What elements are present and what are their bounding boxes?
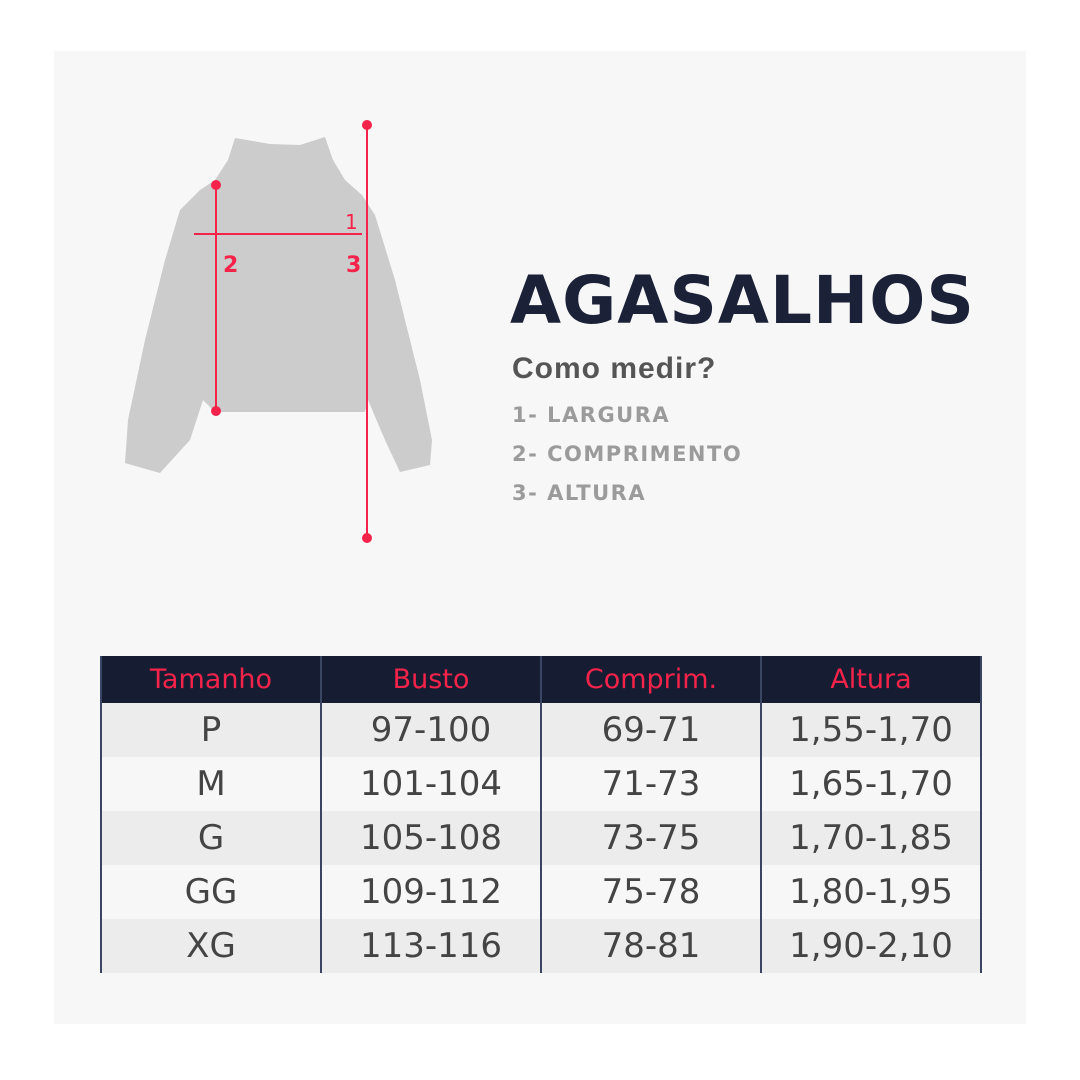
cell: 71-73: [540, 757, 762, 811]
cell: P: [100, 703, 322, 757]
table-row: G 105-108 73-75 1,70-1,85: [100, 811, 982, 865]
cell: 105-108: [320, 811, 542, 865]
height-measure-line: [362, 120, 372, 543]
measure-length: 2- COMPRIMENTO: [512, 442, 743, 466]
cell: 1,90-2,10: [760, 919, 982, 973]
header-height: Altura: [760, 656, 982, 703]
label-1: 1: [345, 210, 358, 234]
subtitle: Como medir?: [512, 352, 717, 385]
size-table: Tamanho Busto Comprim. Altura P 97-100 69-…: [100, 656, 982, 973]
cell: 78-81: [540, 919, 762, 973]
cell: 75-78: [540, 865, 762, 919]
page-title: AGASALHOS: [510, 262, 975, 339]
cell: 1,70-1,85: [760, 811, 982, 865]
cell: GG: [100, 865, 322, 919]
hoodie-silhouette: [125, 137, 432, 473]
cell: M: [100, 757, 322, 811]
cell: 97-100: [320, 703, 542, 757]
header-length: Comprim.: [540, 656, 762, 703]
label-3: 3: [346, 253, 361, 278]
cell: 1,55-1,70: [760, 703, 982, 757]
cell: 69-71: [540, 703, 762, 757]
cell: G: [100, 811, 322, 865]
cell: XG: [100, 919, 322, 973]
length-measure-line: [211, 180, 221, 416]
cell: 113-116: [320, 919, 542, 973]
measure-height: 3- ALTURA: [512, 481, 647, 505]
label-2: 2: [223, 253, 238, 278]
header-size: Tamanho: [100, 656, 322, 703]
cell: 1,80-1,95: [760, 865, 982, 919]
cell: 73-75: [540, 811, 762, 865]
cell: 109-112: [320, 865, 542, 919]
table-row: P 97-100 69-71 1,55-1,70: [100, 703, 982, 757]
table-row: M 101-104 71-73 1,65-1,70: [100, 757, 982, 811]
measure-width: 1- LARGURA: [512, 403, 671, 427]
cell: 1,65-1,70: [760, 757, 982, 811]
header-bust: Busto: [320, 656, 542, 703]
table-row: XG 113-116 78-81 1,90-2,10: [100, 919, 982, 973]
table-header: Tamanho Busto Comprim. Altura: [100, 656, 982, 703]
cell: 101-104: [320, 757, 542, 811]
table-row: GG 109-112 75-78 1,80-1,95: [100, 865, 982, 919]
